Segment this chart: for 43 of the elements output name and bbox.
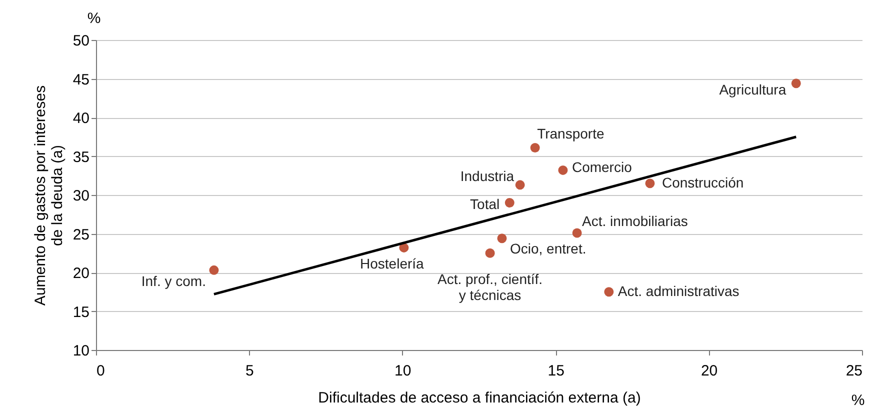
annotation: Ocio, entret. xyxy=(510,240,586,256)
annotation: Transporte xyxy=(537,126,604,142)
y-tick-label: 40 xyxy=(72,110,90,127)
annotation: Construcción xyxy=(662,174,744,190)
point xyxy=(399,242,409,252)
annotation: Act. prof., científ. y técnicas xyxy=(438,271,543,304)
point xyxy=(515,180,525,190)
annotation: Act. inmobiliarias xyxy=(582,212,688,229)
point xyxy=(645,178,655,188)
y-axis-title: Aumento de gastos por intereses de la deuda (a) xyxy=(32,85,66,306)
x-tick-label: 10 xyxy=(394,362,412,380)
annotation: Inf. y com. xyxy=(141,273,206,290)
x-tick-label: 25 xyxy=(846,362,862,380)
text: % xyxy=(87,10,101,27)
point xyxy=(791,78,801,88)
annotation: Comercio xyxy=(572,159,632,176)
text: % xyxy=(851,392,865,409)
point xyxy=(504,198,514,208)
x-tick-label: 20 xyxy=(700,362,718,380)
point xyxy=(558,165,568,175)
y-tick-label: 25 xyxy=(72,226,90,244)
y-tick-label: 45 xyxy=(72,71,90,88)
annotation: Industria xyxy=(460,168,514,184)
x-tick-label: 5 xyxy=(246,362,254,380)
point xyxy=(572,228,582,238)
x-tick-label: 15 xyxy=(548,362,564,380)
y-tick-label: 30 xyxy=(72,188,90,204)
annotation: Act. administrativas xyxy=(618,282,740,299)
point xyxy=(485,248,495,258)
point xyxy=(530,142,540,152)
x-tick-label: 0 xyxy=(96,362,105,380)
point xyxy=(209,265,219,275)
y-tick-label: 10 xyxy=(72,342,90,360)
y-tick-label: 20 xyxy=(72,265,90,282)
y-tick-label: 15 xyxy=(72,304,90,321)
x-axis-title: Dificultades de acceso a financiación externa (a) xyxy=(318,390,641,406)
annotation: Total xyxy=(470,196,500,212)
y-tick-label: 35 xyxy=(72,148,90,166)
annotation: Hostelería xyxy=(360,256,424,272)
annotation: Agricultura xyxy=(719,81,786,98)
point xyxy=(497,234,507,244)
y-tick-label: 50 xyxy=(72,32,90,50)
point xyxy=(604,287,614,297)
